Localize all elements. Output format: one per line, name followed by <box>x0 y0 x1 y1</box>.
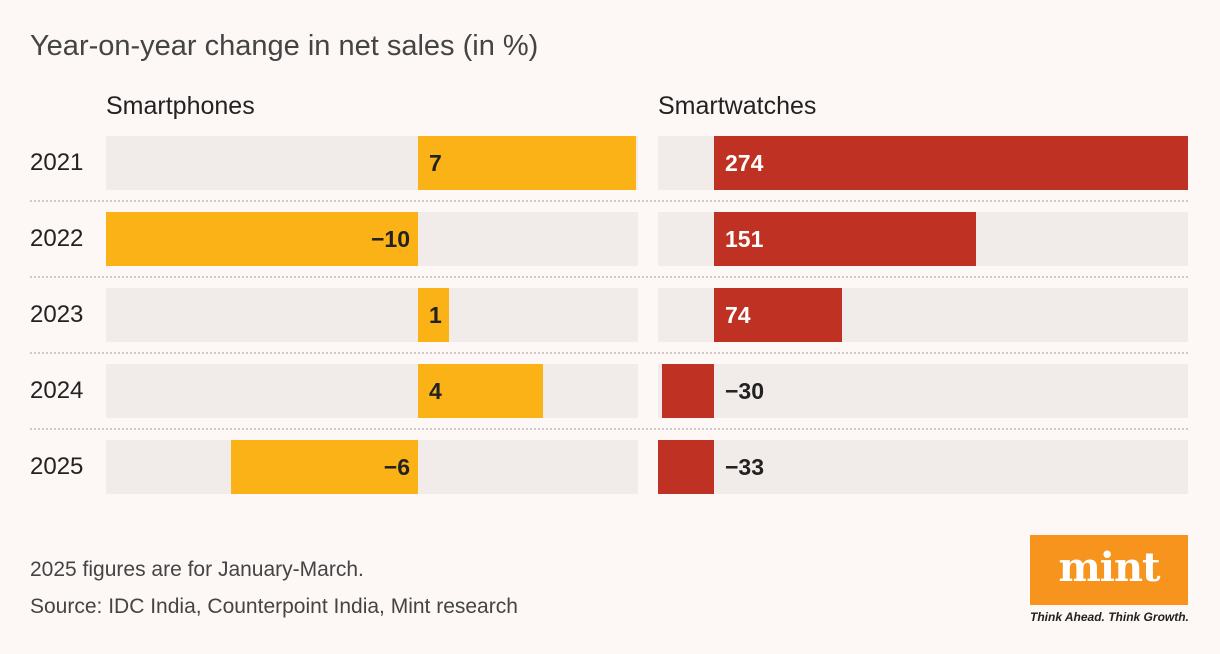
bar-smartwatches-2022 <box>714 212 976 266</box>
year-label-2025: 2025 <box>30 453 84 480</box>
row-divider <box>30 428 1188 430</box>
value-label-smartwatches-2025: −33 <box>725 454 765 480</box>
footnote: 2025 figures are for January-March. <box>30 558 364 581</box>
value-label-smartphones-2024: 4 <box>429 378 442 404</box>
bar-track <box>106 364 638 418</box>
row-divider <box>30 200 1188 202</box>
year-label-2023: 2023 <box>30 301 84 328</box>
panel-title-smartphones: Smartphones <box>106 92 255 120</box>
panel-title-smartwatches: Smartwatches <box>658 92 817 120</box>
bar-smartwatches-2021 <box>714 136 1188 190</box>
bar-track <box>106 288 638 342</box>
value-label-smartphones-2025: −6 <box>383 454 410 480</box>
bar-smartphones-2022 <box>106 212 418 266</box>
bar-track <box>658 440 1188 494</box>
value-label-smartwatches-2022: 151 <box>725 226 764 252</box>
value-label-smartwatches-2023: 74 <box>725 302 751 328</box>
bar-smartwatches-2023 <box>714 288 843 342</box>
value-label-smartphones-2021: 7 <box>429 150 442 176</box>
chart-title: Year-on-year change in net sales (in %) <box>30 30 539 62</box>
value-label-smartphones-2023: 1 <box>429 302 442 328</box>
year-label-2024: 2024 <box>30 377 84 404</box>
bar-smartphones-2025 <box>230 440 418 494</box>
bar-smartphones-2024 <box>418 364 543 418</box>
value-label-smartwatches-2024: −30 <box>725 378 765 404</box>
mint-logo-text: mint <box>1058 544 1160 591</box>
row-divider <box>30 276 1188 278</box>
bar-smartwatches-2024 <box>661 364 714 418</box>
year-label-2022: 2022 <box>30 225 84 252</box>
source-note: Source: IDC India, Counterpoint India, M… <box>30 595 518 618</box>
bar-smartphones-2021 <box>418 136 637 190</box>
value-label-smartwatches-2021: 274 <box>725 150 764 176</box>
row-divider <box>30 352 1188 354</box>
logo-tagline: Think Ahead. Think Growth. <box>1030 610 1189 624</box>
bar-smartwatches-2025 <box>658 440 714 494</box>
mint-logo: mint <box>1030 535 1188 605</box>
year-label-2021: 2021 <box>30 149 84 176</box>
value-label-smartphones-2022: −10 <box>370 226 410 252</box>
bar-smartphones-2023 <box>418 288 450 342</box>
bar-track <box>658 364 1188 418</box>
